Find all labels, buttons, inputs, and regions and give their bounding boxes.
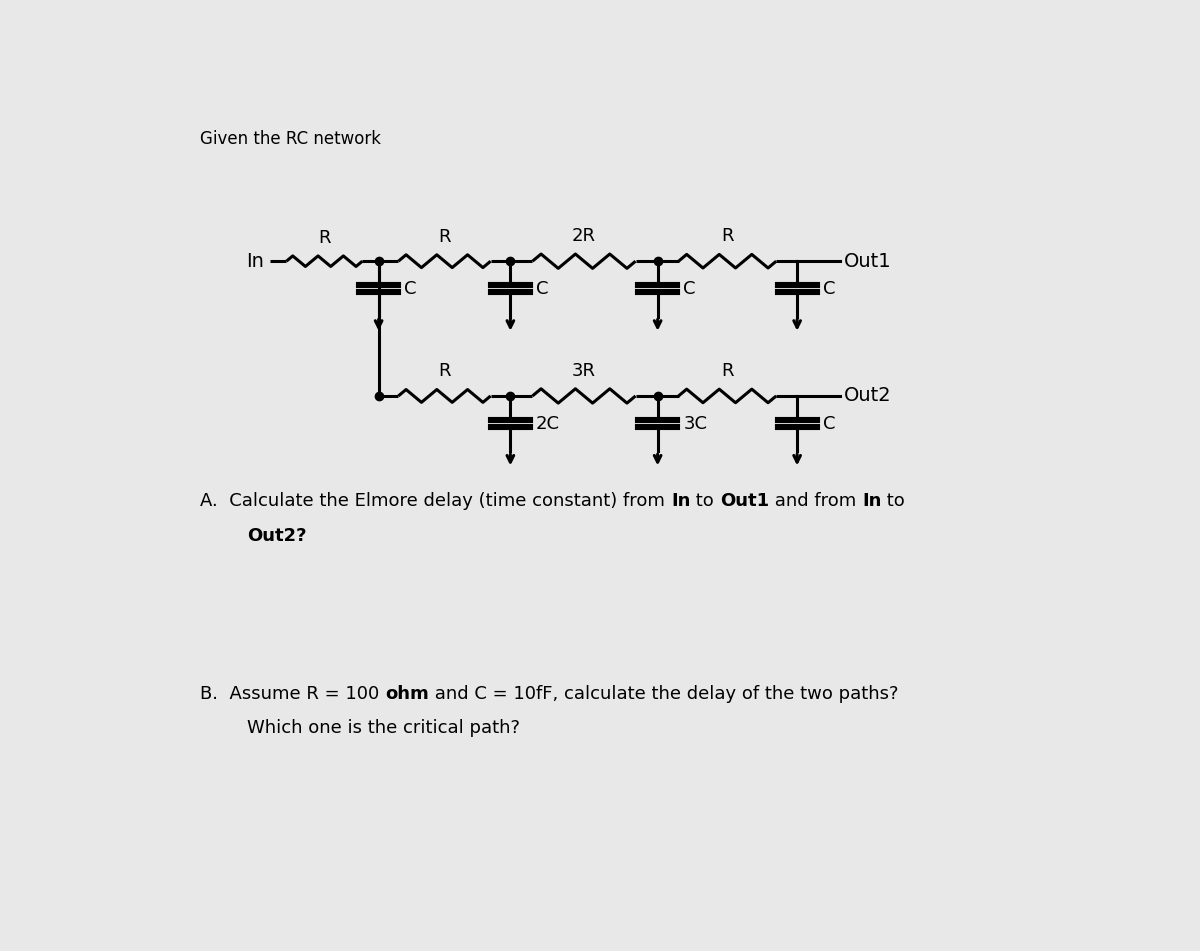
Text: R: R	[721, 362, 733, 379]
Text: R: R	[318, 228, 331, 246]
Text: R: R	[438, 362, 451, 380]
Text: 3C: 3C	[683, 415, 707, 433]
Text: Out2?: Out2?	[247, 527, 306, 545]
Text: 3R: 3R	[572, 361, 596, 379]
Text: C: C	[823, 415, 835, 433]
Text: R: R	[438, 227, 451, 245]
Text: R: R	[721, 227, 733, 245]
Text: C: C	[536, 280, 548, 298]
Text: Out2: Out2	[844, 386, 892, 405]
Text: In: In	[671, 493, 690, 510]
Text: C: C	[683, 280, 696, 298]
Text: 2C: 2C	[536, 415, 560, 433]
Text: Out1: Out1	[720, 493, 769, 510]
Text: In: In	[246, 252, 264, 271]
Text: Given the RC network: Given the RC network	[200, 130, 382, 148]
Text: B.  Assume R = 100: B. Assume R = 100	[200, 685, 385, 703]
Text: to: to	[881, 493, 905, 510]
Text: to: to	[690, 493, 720, 510]
Text: C: C	[404, 280, 416, 298]
Text: Which one is the critical path?: Which one is the critical path?	[247, 719, 520, 737]
Text: A.  Calculate the Elmore delay (time constant) from: A. Calculate the Elmore delay (time cons…	[200, 493, 671, 510]
Text: Out1: Out1	[844, 252, 892, 271]
Text: C: C	[823, 280, 835, 298]
Text: In: In	[862, 493, 881, 510]
Text: ohm: ohm	[385, 685, 430, 703]
Text: and C = 10fF, calculate the delay of the two paths?: and C = 10fF, calculate the delay of the…	[430, 685, 899, 703]
Text: 2R: 2R	[572, 226, 596, 244]
Text: and from: and from	[769, 493, 862, 510]
